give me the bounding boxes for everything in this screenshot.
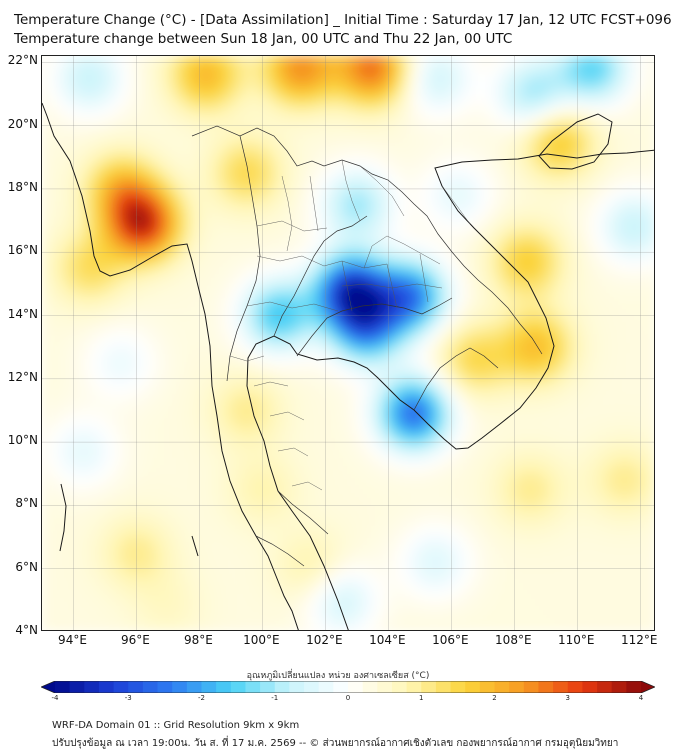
colorbar-min-extension xyxy=(41,681,55,693)
update-credit: ปรับปรุงข้อมูล ณ เวลา 19:00น. วัน ส. ที่… xyxy=(52,738,619,749)
colorbar-tick-label: 3 xyxy=(565,694,570,702)
latitude-tick-label: 22°N xyxy=(7,53,38,68)
latitude-tick-label: 6°N xyxy=(15,559,38,574)
colorbar-cell xyxy=(142,681,158,693)
colorbar-tick-label: -2 xyxy=(198,694,205,702)
colorbar-tick-label: -1 xyxy=(271,694,279,702)
colorbar-cell xyxy=(377,681,393,693)
colorbar-cell xyxy=(450,681,466,693)
colorbar-cell xyxy=(113,681,129,693)
colorbar-tick-label: 2 xyxy=(492,694,497,702)
colorbar-cell xyxy=(69,681,85,693)
colorbar-cell xyxy=(260,681,276,693)
coastlines xyxy=(42,102,654,630)
colorbar-cell xyxy=(274,681,290,693)
colorbar-tick-label: 4 xyxy=(638,694,644,702)
colorbar-cell xyxy=(406,681,422,693)
longitude-tick-label: 110°E xyxy=(558,633,595,647)
colorbar-cell xyxy=(435,681,451,693)
colorbar-cell xyxy=(333,681,349,693)
longitude-tick-label: 102°E xyxy=(306,633,343,647)
latitude-tick-label: 12°N xyxy=(7,369,38,384)
colorbar-cell xyxy=(523,681,539,693)
colorbar-tick-label: -3 xyxy=(124,694,132,702)
longitude-tick-label: 112°E xyxy=(621,633,658,647)
map-subtitle: Temperature change between Sun 18 Jan, 0… xyxy=(14,31,513,47)
colorbar-cell xyxy=(391,681,407,693)
colorbar-cell xyxy=(216,681,232,693)
latitude-tick-label: 10°N xyxy=(7,433,38,448)
latitude-tick-label: 14°N xyxy=(7,306,38,321)
colorbar-cell xyxy=(98,681,114,693)
latitude-tick-label: 4°N xyxy=(15,623,38,637)
colorbar-cell xyxy=(479,681,495,693)
colorbar-cell xyxy=(318,681,334,693)
colorbar-cell xyxy=(55,681,71,693)
colorbar-cell xyxy=(157,681,173,693)
longitude-tick-label: 96°E xyxy=(121,633,150,647)
map-panel xyxy=(41,55,655,631)
colorbar-cell xyxy=(172,681,188,693)
longitude-tick-label: 108°E xyxy=(495,633,532,647)
colorbar-cell xyxy=(128,681,144,693)
colorbar-cell xyxy=(245,681,261,693)
colorbar-tick-label: -4 xyxy=(51,694,59,702)
longitude-tick-label: 106°E xyxy=(432,633,469,647)
temperature-map xyxy=(42,56,654,630)
colorbar-cell xyxy=(84,681,100,693)
colorbar-cell xyxy=(553,681,569,693)
colorbar-cell xyxy=(348,681,364,693)
longitude-tick-label: 100°E xyxy=(243,633,280,647)
colorbar xyxy=(41,681,655,693)
colorbar-tick-label: 1 xyxy=(419,694,424,702)
latitude-tick-label: 16°N xyxy=(7,243,38,258)
model-info: WRF-DA Domain 01 :: Grid Resolution 9km … xyxy=(52,720,300,731)
colorbar-max-extension xyxy=(641,681,655,693)
latitude-tick-label: 20°N xyxy=(7,116,38,131)
colorbar-cell xyxy=(201,681,217,693)
latitude-tick-label: 8°N xyxy=(15,496,38,511)
colorbar-cell xyxy=(494,681,510,693)
graticule xyxy=(42,56,654,630)
latitude-tick-label: 18°N xyxy=(7,179,38,194)
longitude-tick-label: 98°E xyxy=(183,633,213,647)
colorbar-cell xyxy=(597,681,613,693)
colorbar-cell xyxy=(582,681,598,693)
longitude-tick-label: 94°E xyxy=(58,633,87,647)
longitude-tick-label: 104°E xyxy=(369,633,406,647)
colorbar-cell xyxy=(538,681,554,693)
colorbar-cell xyxy=(626,681,642,693)
province-borders xyxy=(229,159,471,491)
colorbar-cell xyxy=(304,681,320,693)
colorbar-cell xyxy=(509,681,525,693)
map-title: Temperature Change (°C) - [Data Assimila… xyxy=(14,12,672,28)
colorbar-cell xyxy=(186,681,202,693)
colorbar-cell xyxy=(230,681,246,693)
country-borders xyxy=(191,125,543,567)
colorbar-cell xyxy=(289,681,305,693)
colorbar-label: อุณหภูมิเปลี่ยนแปลง หน่วย องศาเซลเซียส (… xyxy=(246,671,430,681)
colorbar-cell xyxy=(611,681,627,693)
colorbar-cell xyxy=(465,681,481,693)
colorbar-cell xyxy=(362,681,378,693)
colorbar-cell xyxy=(567,681,583,693)
colorbar-tick-label: 0 xyxy=(345,694,351,702)
temperature-field xyxy=(42,56,654,630)
colorbar-cell xyxy=(421,681,437,693)
